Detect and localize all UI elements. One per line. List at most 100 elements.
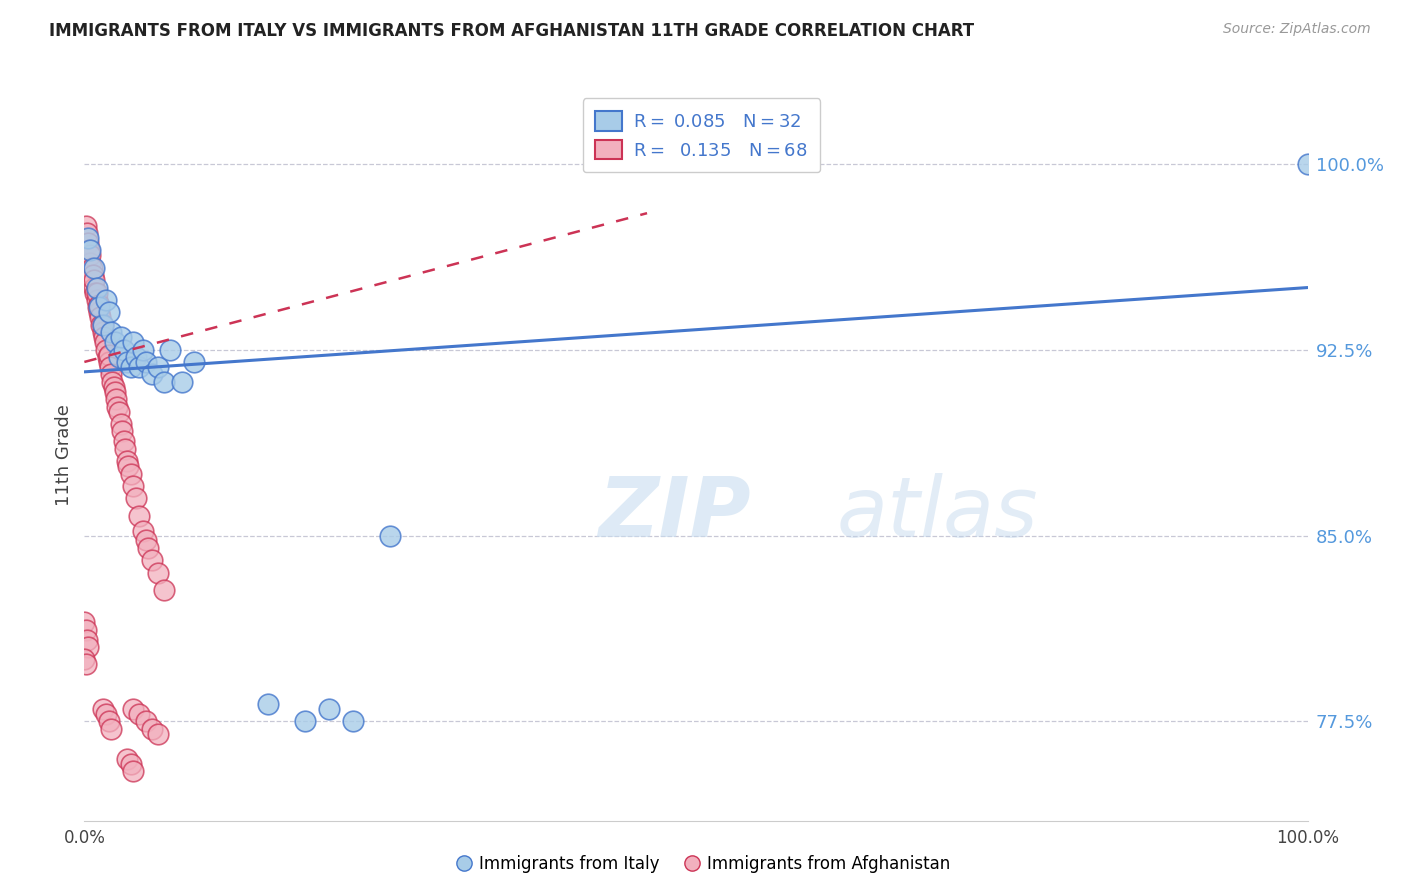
Point xyxy=(318,702,340,716)
Point xyxy=(132,343,155,357)
Point xyxy=(77,235,100,250)
Point xyxy=(141,368,163,382)
Point xyxy=(183,355,205,369)
Point xyxy=(122,764,145,778)
Point xyxy=(141,722,163,736)
Point xyxy=(122,702,145,716)
Point xyxy=(80,260,103,275)
Point xyxy=(107,350,129,364)
Point xyxy=(91,325,114,339)
Point xyxy=(114,442,136,456)
Point xyxy=(105,400,128,414)
Point xyxy=(96,706,118,721)
Text: atlas: atlas xyxy=(837,473,1038,554)
Point xyxy=(294,714,316,729)
Point xyxy=(91,702,114,716)
Point xyxy=(122,335,145,350)
Point xyxy=(125,491,148,506)
Point xyxy=(153,375,176,389)
Point xyxy=(76,226,98,240)
Point xyxy=(73,652,96,666)
Point xyxy=(257,697,280,711)
Point xyxy=(128,508,150,523)
Point xyxy=(1296,156,1319,170)
Point xyxy=(94,335,117,350)
Text: Source: ZipAtlas.com: Source: ZipAtlas.com xyxy=(1223,22,1371,37)
Point xyxy=(110,417,132,431)
Point xyxy=(111,425,134,439)
Point xyxy=(86,285,108,300)
Point xyxy=(146,566,169,580)
Point xyxy=(159,343,181,357)
Point xyxy=(91,318,114,332)
Point xyxy=(105,392,128,406)
Point xyxy=(115,752,138,766)
Point xyxy=(83,280,105,294)
Point xyxy=(97,347,120,361)
Point xyxy=(97,355,120,369)
Legend: $\mathregular{R = \ 0.085 \quad N = 32}$, $\mathregular{R = \ \ 0.135 \quad N = : $\mathregular{R = \ 0.085 \quad N = 32}$… xyxy=(582,98,821,172)
Point xyxy=(141,553,163,567)
Point xyxy=(146,727,169,741)
Point xyxy=(104,384,127,399)
Point xyxy=(86,280,108,294)
Point xyxy=(115,454,138,468)
Point xyxy=(107,404,129,418)
Point xyxy=(83,273,105,287)
Point xyxy=(112,434,135,449)
Y-axis label: 11th Grade: 11th Grade xyxy=(55,404,73,506)
Point xyxy=(146,359,169,374)
Point xyxy=(87,298,110,312)
Point xyxy=(100,325,122,339)
Point xyxy=(91,318,114,332)
Point xyxy=(97,350,120,364)
Point xyxy=(128,706,150,721)
Point xyxy=(135,533,157,548)
Point xyxy=(98,359,121,374)
Point xyxy=(135,355,157,369)
Point xyxy=(101,375,124,389)
Point xyxy=(83,260,105,275)
Text: IMMIGRANTS FROM ITALY VS IMMIGRANTS FROM AFGHANISTAN 11TH GRADE CORRELATION CHAR: IMMIGRANTS FROM ITALY VS IMMIGRANTS FROM… xyxy=(49,22,974,40)
Point xyxy=(77,640,100,654)
Point xyxy=(117,459,139,474)
Point xyxy=(84,285,107,300)
Point xyxy=(135,714,157,729)
Point xyxy=(122,479,145,493)
Point xyxy=(93,330,115,344)
Point xyxy=(112,343,135,357)
Point xyxy=(132,524,155,538)
Point xyxy=(115,355,138,369)
Point xyxy=(136,541,159,555)
Point xyxy=(120,359,142,374)
Point xyxy=(96,343,118,357)
Point xyxy=(125,350,148,364)
Point xyxy=(97,305,120,319)
Point xyxy=(82,268,104,282)
Point xyxy=(77,231,100,245)
Point xyxy=(76,632,98,647)
Point xyxy=(100,368,122,382)
Legend: Immigrants from Italy, Immigrants from Afghanistan: Immigrants from Italy, Immigrants from A… xyxy=(449,848,957,880)
Point xyxy=(73,615,96,630)
Point xyxy=(128,359,150,374)
Point xyxy=(86,293,108,307)
Point xyxy=(120,467,142,481)
Point xyxy=(100,722,122,736)
Point xyxy=(79,248,101,262)
Point xyxy=(103,380,125,394)
Point xyxy=(79,244,101,258)
Point xyxy=(90,318,112,332)
Point xyxy=(342,714,364,729)
Point xyxy=(75,623,97,637)
Point xyxy=(79,256,101,270)
Point xyxy=(87,305,110,319)
Text: ZIP: ZIP xyxy=(598,473,751,554)
Point xyxy=(89,310,111,325)
Point xyxy=(96,293,118,307)
Point xyxy=(97,714,120,729)
Point xyxy=(380,528,402,542)
Point xyxy=(153,582,176,597)
Point xyxy=(77,244,100,258)
Point xyxy=(104,335,127,350)
